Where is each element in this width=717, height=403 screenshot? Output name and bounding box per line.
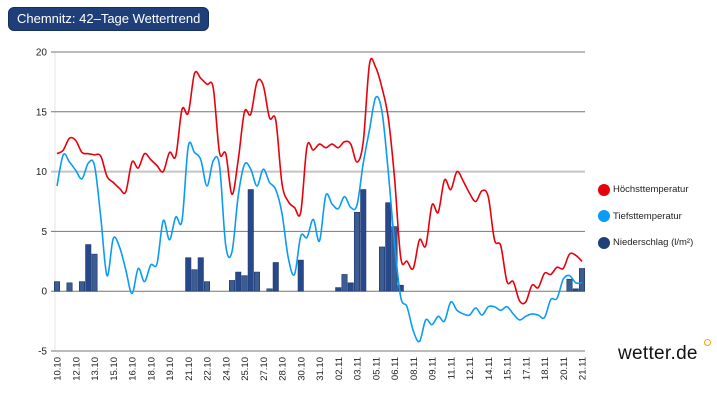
precipitation-bar (254, 271, 261, 292)
legend-label-precip: Niederschlag (l/m²) (613, 237, 694, 248)
precipitation-bar (241, 275, 248, 292)
x-tick-label: 24.10 (221, 357, 232, 381)
precipitation-bar (335, 287, 342, 292)
wetter-de-logo: wetter.de (618, 343, 698, 364)
y-tick-label: -5 (38, 347, 47, 358)
precipitation-bar (578, 268, 585, 292)
precipitation-bar (185, 257, 192, 292)
y-tick-label: 5 (41, 227, 47, 238)
x-tick-label: 14.11 (484, 357, 495, 380)
precipitation-bar (385, 202, 392, 292)
precipitation-bar (79, 281, 86, 292)
x-tick-label: 12.10 (71, 357, 82, 381)
legend: Höchsttemperatur Tiefsttemperatur Nieder… (598, 183, 693, 263)
precipitation-bar (353, 211, 360, 292)
y-tick-label: 10 (36, 167, 48, 178)
precipitation-bar (347, 282, 354, 292)
x-tick-label: 25.10 (240, 357, 251, 381)
precipitation-bar (297, 259, 304, 292)
x-tick-label: 18.11 (540, 357, 551, 380)
legend-item-low: Tiefsttemperatur (598, 210, 693, 223)
precipitation-bar (272, 262, 279, 292)
legend-label-high: Höchsttemperatur (613, 184, 689, 195)
precipitation-bar (266, 288, 273, 292)
x-tick-label: 16.10 (128, 357, 139, 381)
x-tick-label: 05.11 (371, 357, 382, 380)
legend-dot-low (598, 210, 610, 222)
x-tick-label: 19.10 (165, 357, 176, 381)
precipitation-bar (391, 226, 398, 292)
y-tick-label: 15 (36, 107, 48, 118)
x-tick-label: 22.10 (203, 357, 214, 381)
precipitation-bar (66, 282, 73, 292)
precipitation-bar (197, 257, 204, 292)
x-tick-label: 09.11 (428, 357, 439, 380)
legend-item-high: Höchsttemperatur (598, 183, 693, 196)
x-tick-label: 06.11 (390, 357, 401, 380)
y-tick-label: 20 (36, 48, 48, 59)
precipitation-bar (247, 189, 254, 292)
x-tick-label: 17.11 (521, 357, 532, 380)
legend-dot-high (598, 183, 610, 196)
precipitation-bar (360, 189, 367, 292)
x-tick-label: 21.10 (184, 357, 195, 381)
precipitation-bar (235, 271, 242, 292)
low-temperature-line (56, 95, 583, 343)
x-tick-label: 15.10 (109, 357, 120, 381)
x-tick-label: 12.11 (465, 357, 476, 380)
x-tick-label: 15.11 (503, 357, 514, 380)
legend-label-low: Tiefsttemperatur (613, 210, 682, 222)
x-tick-label: 31.10 (315, 357, 326, 381)
x-tick-label: 11.11 (446, 357, 457, 379)
precipitation-bar (53, 281, 60, 292)
precipitation-bar (229, 280, 236, 292)
precipitation-bar (572, 288, 579, 292)
legend-item-precip: Niederschlag (l/m²) (598, 236, 693, 249)
x-tick-label: 30.10 (296, 357, 307, 381)
precipitation-bar (566, 278, 573, 292)
logo-dot-icon (704, 339, 711, 346)
precipitation-bar (204, 281, 211, 292)
chart-title: Chemnitz: 42–Tage Wettertrend (8, 7, 210, 31)
precipitation-bar (91, 253, 98, 292)
x-tick-label: 03.11 (353, 357, 364, 380)
x-tick-label: 10.10 (53, 357, 64, 381)
x-tick-label: 27.10 (259, 357, 270, 381)
x-tick-label: 13.10 (90, 357, 101, 381)
x-tick-label: 18.10 (146, 357, 157, 381)
precipitation-bar (85, 244, 92, 292)
y-tick-label: 0 (41, 287, 47, 298)
precipitation-bar (397, 284, 404, 292)
precipitation-bar (378, 246, 385, 292)
precipitation-bar (341, 274, 348, 292)
x-tick-label: 02.11 (334, 357, 345, 380)
x-tick-label: 20.11 (559, 357, 570, 380)
x-tick-label: 21.11 (578, 357, 589, 380)
x-tick-label: 08.11 (409, 357, 420, 380)
legend-dot-precip (598, 236, 610, 249)
precipitation-bar (191, 269, 198, 292)
x-tick-label: 28.10 (278, 357, 289, 381)
high-temperature-line (56, 57, 583, 305)
